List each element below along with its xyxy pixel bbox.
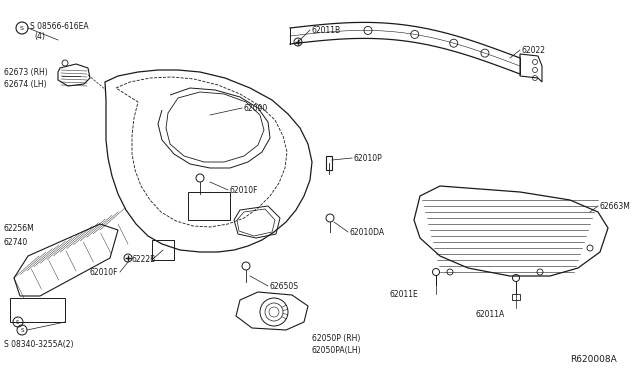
Text: 62663M: 62663M [600,202,631,211]
Bar [188,192,230,220]
Text: 62674 (LH): 62674 (LH) [4,80,47,89]
Text: S: S [20,327,24,333]
Text: 62050P (RH): 62050P (RH) [312,334,360,343]
Text: 62010DA: 62010DA [350,228,385,237]
Text: 62740: 62740 [4,238,28,247]
Text: 62256M: 62256M [4,224,35,233]
Text: 6222B: 6222B [132,255,156,264]
Text: 62011A: 62011A [476,310,505,319]
Text: 62010P: 62010P [354,154,383,163]
Text: S 08340-3255A(2): S 08340-3255A(2) [4,340,74,349]
Text: 62011E: 62011E [390,290,419,299]
Text: (4): (4) [34,32,45,41]
Text: S 08566-616EA: S 08566-616EA [30,22,88,31]
Text: R620008A: R620008A [570,355,617,364]
Text: 62650S: 62650S [270,282,299,291]
Text: 62090: 62090 [244,104,268,113]
Text: S: S [15,320,19,324]
Text: 62010F: 62010F [90,268,118,277]
Bar [326,156,332,170]
Text: 62022: 62022 [522,46,546,55]
Text: 62010F: 62010F [230,186,259,195]
Text: S: S [20,26,24,31]
Text: 62011B: 62011B [312,26,341,35]
Text: 62050PA(LH): 62050PA(LH) [312,346,362,355]
Bar [10,298,65,322]
Bar [152,240,174,260]
Text: 62673 (RH): 62673 (RH) [4,68,48,77]
